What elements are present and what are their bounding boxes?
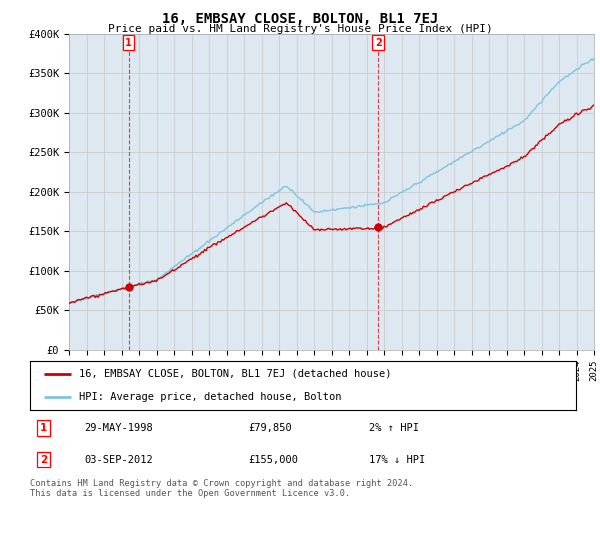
Text: £155,000: £155,000 — [248, 455, 298, 465]
Text: 29-MAY-1998: 29-MAY-1998 — [85, 423, 154, 433]
Text: 1: 1 — [40, 423, 47, 433]
Text: 1: 1 — [125, 38, 132, 48]
Text: 03-SEP-2012: 03-SEP-2012 — [85, 455, 154, 465]
Text: 17% ↓ HPI: 17% ↓ HPI — [368, 455, 425, 465]
Text: 2: 2 — [375, 38, 382, 48]
Text: £79,850: £79,850 — [248, 423, 292, 433]
Text: 2% ↑ HPI: 2% ↑ HPI — [368, 423, 419, 433]
Text: Contains HM Land Registry data © Crown copyright and database right 2024.
This d: Contains HM Land Registry data © Crown c… — [30, 479, 413, 498]
Text: 2: 2 — [40, 455, 47, 465]
Text: Price paid vs. HM Land Registry's House Price Index (HPI): Price paid vs. HM Land Registry's House … — [107, 24, 493, 34]
Text: 16, EMBSAY CLOSE, BOLTON, BL1 7EJ: 16, EMBSAY CLOSE, BOLTON, BL1 7EJ — [162, 12, 438, 26]
Text: HPI: Average price, detached house, Bolton: HPI: Average price, detached house, Bolt… — [79, 391, 341, 402]
Text: 16, EMBSAY CLOSE, BOLTON, BL1 7EJ (detached house): 16, EMBSAY CLOSE, BOLTON, BL1 7EJ (detac… — [79, 369, 392, 379]
